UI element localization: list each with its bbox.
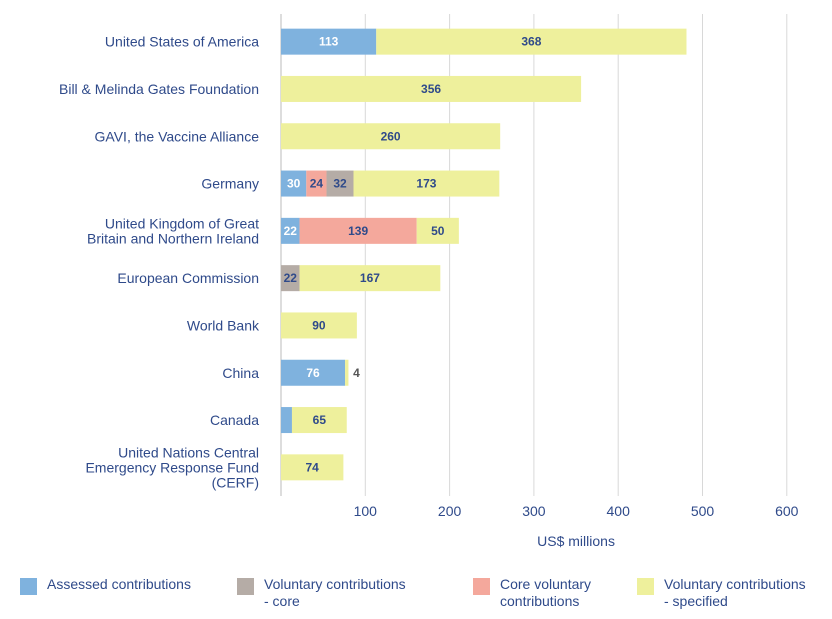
- bar-segment: [281, 217, 300, 244]
- category-label-line: United States of America: [105, 34, 259, 50]
- legend-item-core-voluntary: Core voluntary contributions: [473, 576, 591, 610]
- data-label: 22: [284, 271, 298, 285]
- x-tick-label: 200: [438, 503, 462, 519]
- data-label: 22: [284, 224, 298, 238]
- x-ticks: 100 200 300 400 500 600: [354, 503, 799, 519]
- category-label: China: [222, 365, 259, 381]
- category-label-line: Bill & Melinda Gates Foundation: [59, 81, 259, 97]
- x-tick-label: 400: [607, 503, 631, 519]
- legend-item-assessed: Assessed contributions: [20, 576, 191, 595]
- data-label: 50: [431, 224, 445, 238]
- legend-swatch: [237, 578, 254, 595]
- data-label: 4: [353, 366, 360, 380]
- category-label-line: Britain and Northern Ireland: [87, 230, 259, 246]
- data-label: 65: [313, 413, 327, 427]
- bar-segment: [281, 312, 357, 339]
- x-tick-label: 100: [354, 503, 378, 519]
- category-label: Bill & Melinda Gates Foundation: [59, 81, 259, 97]
- bar-segment: [306, 170, 327, 197]
- bar-segment: [291, 407, 347, 434]
- category-label: World Bank: [187, 317, 260, 333]
- legend-item-voluntary-core: Voluntary contributions - core: [237, 576, 406, 610]
- bar-segment: [281, 170, 307, 197]
- x-axis-title: US$ millions: [537, 533, 615, 549]
- category-label-line: World Bank: [187, 317, 260, 333]
- bar-segment: [281, 75, 582, 102]
- category-label-line: Germany: [201, 176, 259, 192]
- bar-segment: [376, 28, 687, 55]
- category-label: Canada: [210, 412, 259, 428]
- category-label-line: European Commission: [117, 270, 259, 286]
- bars: 1133683562603024321732213950221679076413…: [281, 28, 687, 481]
- data-label: 24: [310, 177, 324, 191]
- data-label: 32: [333, 177, 347, 191]
- bar-segment: [299, 265, 441, 292]
- x-tick-label: 600: [775, 503, 799, 519]
- category-label-line: Canada: [210, 412, 259, 428]
- category-label: United Kingdom of Great Britain and North…: [87, 215, 259, 246]
- legend-label: Voluntary contributions - core: [264, 576, 406, 609]
- category-label-line: United Nations Central: [118, 444, 259, 460]
- bar-segment: [299, 217, 417, 244]
- data-label: 74: [306, 460, 320, 474]
- stacked-bar-chart: 1133683562603024321732213950221679076413…: [59, 14, 799, 549]
- legend-label: Assessed contributions: [47, 576, 191, 592]
- bar-segment: [281, 28, 377, 55]
- category-label-line: United Kingdom of Great: [105, 215, 259, 231]
- category-label: European Commission: [117, 270, 259, 286]
- bar-segment: [281, 407, 292, 434]
- data-label: 368: [521, 35, 541, 49]
- data-label: 76: [306, 366, 320, 380]
- x-tick-label: 500: [691, 503, 715, 519]
- legend-swatch: [637, 578, 654, 595]
- category-label-line: (CERF): [212, 474, 259, 490]
- data-label: 139: [348, 224, 368, 238]
- legend-label: Voluntary contributions - specified: [664, 576, 806, 609]
- legend-label: Core voluntary contributions: [500, 576, 592, 609]
- data-label: 173: [416, 177, 436, 191]
- category-label: United Nations Central Emergency Response…: [85, 444, 259, 490]
- category-label: Germany: [201, 176, 259, 192]
- legend-item-voluntary-specified: Voluntary contributions - specified: [637, 576, 806, 610]
- bar-segment: [281, 359, 346, 386]
- category-labels: United States of America Bill & Melinda G…: [59, 34, 260, 491]
- data-label: 113: [319, 35, 339, 49]
- bar-segment: [345, 359, 349, 386]
- bar-segment: [353, 170, 500, 197]
- category-label-line: China: [222, 365, 259, 381]
- data-label: 260: [381, 129, 401, 143]
- data-label: 356: [421, 82, 441, 96]
- data-label: 167: [360, 271, 380, 285]
- data-label: 90: [312, 318, 326, 332]
- bar-segment: [281, 265, 300, 292]
- data-label: 30: [287, 177, 301, 191]
- bar-segment: [416, 217, 459, 244]
- legend-swatch: [20, 578, 37, 595]
- category-label-line: GAVI, the Vaccine Alliance: [95, 128, 260, 144]
- legend-swatch: [473, 578, 490, 595]
- bar-segment: [281, 123, 501, 150]
- bar-segment: [281, 454, 344, 481]
- x-tick-label: 300: [522, 503, 546, 519]
- legend: Assessed contributions Voluntary contrib…: [0, 576, 832, 616]
- category-label: GAVI, the Vaccine Alliance: [95, 128, 260, 144]
- bar-segment: [326, 170, 354, 197]
- category-label-line: Emergency Response Fund: [85, 459, 259, 475]
- category-label: United States of America: [105, 34, 259, 50]
